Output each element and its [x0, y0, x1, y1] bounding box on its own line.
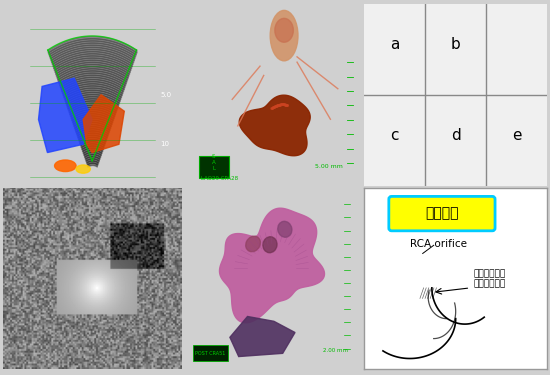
Text: 5.0: 5.0 — [160, 92, 171, 98]
Text: LAO29 CPA28: LAO29 CPA28 — [201, 176, 238, 182]
Ellipse shape — [270, 10, 298, 61]
Text: b: b — [451, 37, 460, 52]
Polygon shape — [219, 208, 324, 323]
Polygon shape — [39, 78, 92, 153]
Text: e: e — [512, 128, 521, 143]
Ellipse shape — [246, 236, 261, 252]
Ellipse shape — [54, 160, 76, 172]
Text: d: d — [451, 128, 460, 143]
Ellipse shape — [263, 237, 277, 253]
Text: 2.00 mm: 2.00 mm — [323, 348, 348, 353]
Polygon shape — [239, 95, 310, 156]
Text: バルサルバ洞
動脈瘀開口部: バルサルバ洞 動脈瘀開口部 — [474, 269, 506, 288]
Polygon shape — [230, 316, 295, 357]
Ellipse shape — [76, 165, 90, 173]
Text: a: a — [390, 37, 399, 52]
Text: 5.00 mm: 5.00 mm — [316, 164, 343, 170]
Text: POST CRA51: POST CRA51 — [195, 351, 226, 356]
Text: S
A
L: S A L — [212, 154, 216, 171]
FancyBboxPatch shape — [389, 196, 495, 231]
Text: c: c — [390, 128, 399, 143]
FancyBboxPatch shape — [199, 156, 228, 178]
Text: 10: 10 — [160, 141, 169, 147]
Text: 手術所見: 手術所見 — [425, 207, 459, 220]
Polygon shape — [83, 95, 124, 153]
Text: RCA orifice: RCA orifice — [410, 239, 467, 249]
FancyBboxPatch shape — [193, 345, 228, 362]
Ellipse shape — [278, 221, 292, 237]
Ellipse shape — [275, 18, 293, 42]
